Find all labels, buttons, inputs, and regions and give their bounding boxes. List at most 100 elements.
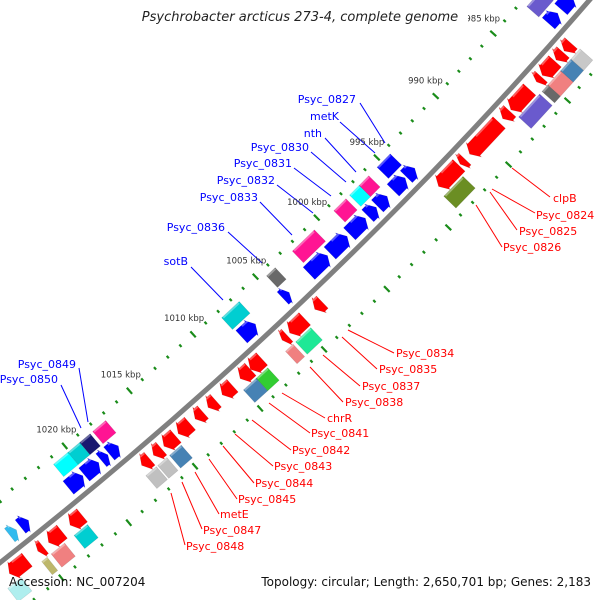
gene-arrow-reverse[interactable] (67, 508, 88, 531)
gene-arrow-reverse[interactable] (531, 70, 548, 87)
gene-label[interactable]: Psyc_0845 (238, 493, 296, 506)
gene-arrow-reverse[interactable] (205, 393, 222, 412)
cog-box-reverse[interactable] (295, 327, 323, 355)
gene-arrow-reverse[interactable] (161, 429, 182, 451)
gene-label[interactable]: Psyc_0850 (0, 373, 58, 386)
gene-label[interactable]: Psyc_0843 (274, 460, 332, 473)
gene-label[interactable]: Psyc_0827 (298, 93, 356, 106)
gene-arrow-reverse[interactable] (46, 524, 68, 548)
gene-arrow-forward[interactable] (62, 470, 86, 495)
gene-label[interactable]: Psyc_0834 (396, 347, 454, 360)
gene-arrow-reverse[interactable] (551, 46, 570, 63)
gene-arrow-forward[interactable] (4, 524, 20, 543)
gene-arrow-reverse[interactable] (150, 441, 168, 460)
gene-arrow-forward[interactable] (399, 164, 419, 184)
gene-arrow-reverse[interactable] (498, 104, 517, 123)
cog-box-forward[interactable] (266, 267, 287, 288)
gene-label[interactable]: Psyc_0838 (345, 396, 403, 409)
gene-label[interactable]: Psyc_0830 (251, 141, 309, 154)
cog-box-reverse[interactable] (73, 524, 99, 550)
gene-arrow-reverse[interactable] (311, 295, 329, 314)
gene-arrow-reverse[interactable] (559, 37, 578, 54)
cog-box-forward[interactable] (333, 198, 358, 223)
gene-arrow-reverse[interactable] (138, 451, 156, 471)
gene-arrow-forward[interactable] (276, 287, 293, 305)
gene-arrow-reverse[interactable] (277, 328, 294, 346)
minor-tick (434, 237, 439, 242)
gene-arrow-reverse[interactable] (455, 152, 472, 169)
gene-arrow-forward[interactable] (14, 515, 31, 534)
gene-arrow-reverse[interactable] (506, 83, 537, 114)
cog-box-reverse[interactable] (50, 542, 76, 568)
gene-arrow-forward[interactable] (386, 174, 410, 197)
cog-box-reverse[interactable] (541, 84, 561, 104)
cog-box-forward[interactable] (291, 229, 326, 264)
cog-box-forward[interactable] (526, 0, 554, 18)
gene-label[interactable]: metE (220, 508, 249, 521)
cog-box-reverse[interactable] (242, 377, 269, 403)
gene-arrow-reverse[interactable] (192, 405, 209, 424)
cog-box-forward[interactable] (53, 451, 79, 478)
cog-box-reverse[interactable] (443, 175, 476, 209)
cog-box-forward[interactable] (92, 420, 117, 445)
gene-label[interactable]: nth (304, 127, 322, 140)
gene-label[interactable]: Psyc_0849 (18, 358, 76, 371)
gene-label[interactable]: Psyc_0826 (503, 241, 561, 254)
gene-arrow-reverse[interactable] (286, 312, 312, 338)
gene-arrow-forward[interactable] (361, 203, 381, 223)
gene-arrow-forward[interactable] (103, 441, 122, 461)
gene-label[interactable]: sotB (164, 255, 188, 268)
gene-arrow-reverse[interactable] (237, 362, 257, 384)
gene-label[interactable]: Psyc_0847 (203, 524, 261, 537)
gene-arrow-forward[interactable] (343, 214, 370, 241)
gene-label[interactable]: Psyc_0832 (217, 174, 275, 187)
gene-arrow-reverse[interactable] (434, 159, 466, 191)
gene-arrow-reverse[interactable] (465, 116, 506, 158)
gene-arrow-forward[interactable] (302, 251, 332, 280)
cog-box-reverse[interactable] (145, 466, 168, 489)
gene-label[interactable]: chrR (327, 412, 353, 425)
cog-box-reverse[interactable] (169, 444, 193, 469)
gene-arrow-reverse[interactable] (537, 55, 562, 79)
gene-arrow-reverse[interactable] (7, 552, 33, 579)
gene-arrow-forward[interactable] (235, 319, 259, 344)
gene-highlight (296, 328, 312, 343)
cog-box-forward[interactable] (349, 185, 371, 207)
gene-label[interactable]: Psyc_0824 (536, 209, 594, 222)
gene-arrow-reverse[interactable] (247, 352, 269, 374)
gene-highlight (93, 421, 107, 433)
gene-label[interactable]: Psyc_0825 (519, 225, 577, 238)
gene-highlight (440, 160, 454, 174)
gene-label[interactable]: Psyc_0835 (379, 363, 437, 376)
gene-label[interactable]: metK (310, 110, 340, 123)
cog-box-reverse[interactable] (7, 577, 33, 600)
label-leader-line (259, 201, 293, 236)
gene-label[interactable]: Psyc_0841 (311, 427, 369, 440)
gene-arrow-forward[interactable] (554, 0, 577, 16)
gene-arrow-forward[interactable] (323, 232, 351, 260)
gene-label[interactable]: Psyc_0836 (167, 221, 225, 234)
gene-label[interactable]: Psyc_0837 (362, 380, 420, 393)
cog-box-reverse[interactable] (41, 556, 59, 576)
gene-arrow-forward[interactable] (78, 457, 102, 482)
gene-label[interactable]: Psyc_0842 (292, 444, 350, 457)
gene-arrow-reverse[interactable] (175, 416, 196, 439)
gene-label[interactable]: Psyc_0831 (234, 157, 292, 170)
gene-arrow-forward[interactable] (370, 192, 391, 213)
gene-arrow-forward[interactable] (541, 10, 563, 30)
cog-box-reverse[interactable] (157, 457, 179, 479)
gene-arrow-reverse[interactable] (34, 539, 49, 558)
cog-box-forward[interactable] (376, 153, 403, 179)
gene-label[interactable]: clpB (553, 192, 577, 205)
minor-tick (290, 239, 295, 244)
gene-highlight (222, 302, 240, 319)
gene-arrow-forward[interactable] (95, 449, 111, 468)
cog-box-forward[interactable] (221, 301, 251, 330)
gene-label[interactable]: Psyc_0833 (200, 191, 258, 204)
cog-box-reverse[interactable] (285, 343, 306, 365)
gene-label[interactable]: Psyc_0848 (186, 540, 244, 553)
gene-label[interactable]: Psyc_0844 (255, 477, 313, 490)
gene-arrow-reverse[interactable] (219, 378, 239, 400)
cog-box-reverse[interactable] (518, 93, 553, 129)
